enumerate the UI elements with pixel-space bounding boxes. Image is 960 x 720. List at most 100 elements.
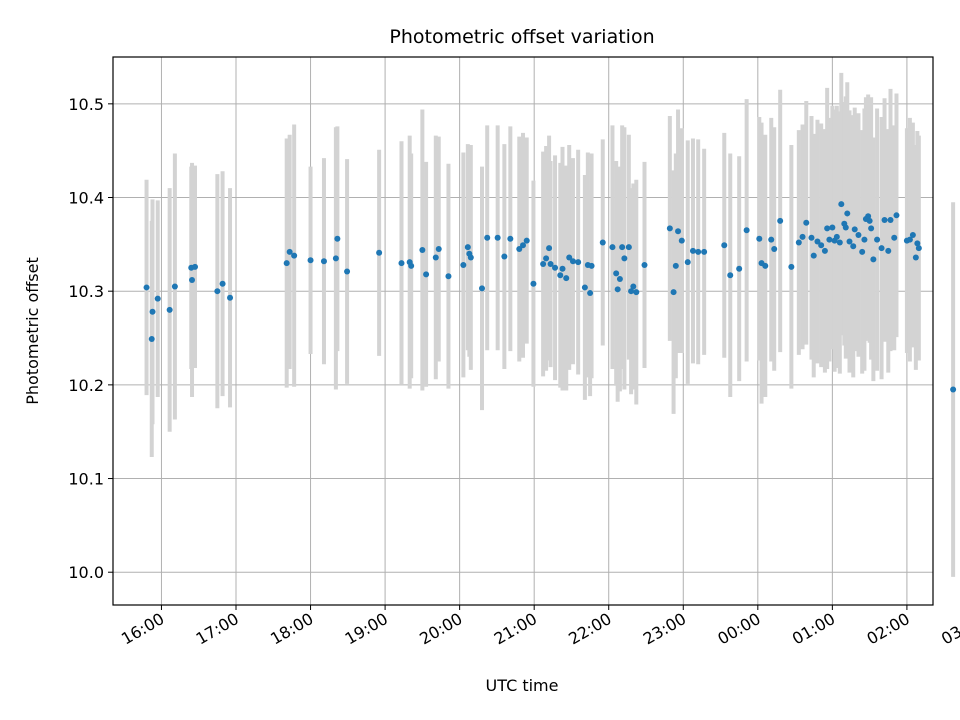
data-point <box>859 248 866 255</box>
data-point <box>836 239 843 246</box>
data-point <box>227 294 234 301</box>
y-tick-label: 10.0 <box>68 563 104 582</box>
data-point <box>824 225 831 232</box>
data-point <box>756 235 763 242</box>
data-point <box>540 261 547 268</box>
data-point <box>143 284 150 291</box>
data-point <box>376 249 383 256</box>
data-point <box>630 283 637 290</box>
data-point <box>398 260 405 267</box>
data-point <box>670 289 677 296</box>
data-point <box>846 238 853 245</box>
data-point <box>762 262 769 269</box>
data-point <box>833 233 840 240</box>
data-point <box>678 237 685 244</box>
data-point <box>344 268 351 275</box>
data-point <box>881 216 888 223</box>
data-point <box>569 258 576 265</box>
data-point <box>599 239 606 246</box>
data-point <box>672 262 679 269</box>
data-point <box>566 254 573 261</box>
data-point <box>552 264 559 271</box>
data-point <box>613 270 620 277</box>
x-axis-title: UTC time <box>486 676 559 695</box>
data-point <box>893 212 900 219</box>
y-tick-label: 10.2 <box>68 376 104 395</box>
data-point <box>166 306 173 313</box>
data-point <box>887 216 894 223</box>
data-point <box>614 286 621 293</box>
data-point <box>891 234 898 241</box>
data-point <box>915 245 922 252</box>
data-point <box>501 253 508 260</box>
data-point <box>950 386 957 393</box>
data-point <box>684 259 691 266</box>
data-point <box>861 236 868 243</box>
data-point <box>821 247 828 254</box>
data-point <box>408 262 415 269</box>
chart-title: Photometric offset variation <box>389 26 654 48</box>
data-point <box>621 255 628 262</box>
data-point <box>587 290 594 297</box>
data-point <box>768 236 775 243</box>
data-point <box>855 231 862 238</box>
data-point <box>559 265 566 272</box>
data-point <box>865 213 872 220</box>
data-point <box>464 244 471 251</box>
data-point <box>557 272 564 279</box>
data-point <box>914 240 921 247</box>
data-point <box>826 236 833 243</box>
data-point <box>695 248 702 255</box>
y-tick-label: 10.3 <box>68 282 104 301</box>
data-point <box>838 201 845 208</box>
data-point <box>334 235 341 242</box>
data-point <box>192 263 198 270</box>
y-tick-label: 10.4 <box>68 189 104 208</box>
data-point <box>609 244 616 251</box>
data-point <box>543 255 550 262</box>
data-point <box>575 259 582 266</box>
data-point <box>878 245 885 252</box>
data-point <box>445 273 452 280</box>
data-point <box>675 228 682 235</box>
data-point <box>588 262 595 269</box>
data-point <box>721 242 728 249</box>
data-point <box>332 255 339 262</box>
data-point <box>154 295 161 302</box>
data-point <box>546 245 553 252</box>
data-point <box>625 244 632 251</box>
data-point <box>219 280 226 287</box>
data-point <box>736 265 743 272</box>
data-point <box>818 242 825 249</box>
data-point <box>616 276 623 283</box>
data-point <box>633 289 640 296</box>
data-point <box>484 234 491 241</box>
data-point <box>435 246 442 253</box>
data-point <box>844 210 851 217</box>
data-point <box>814 238 821 245</box>
data-point <box>523 237 530 244</box>
data-point <box>419 246 426 253</box>
data-point <box>870 256 877 263</box>
data-point <box>189 276 196 283</box>
y-axis: 10.0 10.1 10.2 10.3 10.4 10.5 <box>68 95 113 582</box>
data-point <box>795 239 802 246</box>
data-point <box>868 225 875 232</box>
data-point <box>520 242 526 249</box>
data-point <box>799 233 806 240</box>
data-point <box>283 260 290 267</box>
data-point <box>906 236 913 243</box>
data-point <box>842 224 849 231</box>
data-point <box>148 335 155 342</box>
data-point <box>307 257 314 264</box>
data-point <box>689 247 696 254</box>
data-point <box>727 272 734 279</box>
data-point <box>777 217 784 224</box>
data-point <box>581 284 588 291</box>
data-point <box>701 248 708 255</box>
data-point <box>563 275 570 282</box>
data-point <box>912 254 919 261</box>
data-point <box>850 243 857 250</box>
y-tick-label: 10.1 <box>68 470 104 489</box>
data-point <box>628 288 635 295</box>
